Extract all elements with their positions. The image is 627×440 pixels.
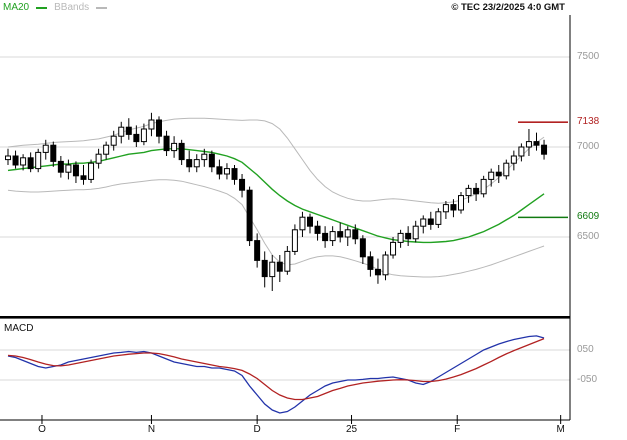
macd-axis-label--050: -050	[577, 374, 598, 385]
candle-body	[412, 225, 419, 240]
candle-body	[518, 146, 525, 157]
candle-body	[208, 153, 215, 168]
candle-body	[254, 240, 261, 261]
candle-body	[5, 155, 11, 161]
candle-body	[12, 155, 19, 166]
candle-body	[420, 218, 427, 227]
candle-body	[337, 231, 344, 238]
x-axis-label-M: M	[556, 424, 565, 435]
macd-line	[7, 335, 545, 414]
candle-body	[156, 119, 162, 137]
candle-body	[458, 195, 464, 211]
candle-body	[216, 166, 223, 175]
candle-body	[95, 153, 102, 164]
candle-body	[35, 151, 42, 170]
candle-body	[125, 126, 132, 135]
bollinger-upper-band	[7, 117, 545, 204]
candle-body	[246, 189, 253, 242]
candle-body	[367, 256, 374, 270]
y-axis-label-6500: 6500	[577, 231, 600, 242]
candle-body	[344, 229, 351, 238]
candle-body	[397, 232, 404, 243]
candle-body	[42, 144, 49, 153]
candle-body	[133, 133, 140, 143]
candle-body	[374, 268, 381, 276]
x-axis-label-N: N	[147, 424, 156, 435]
candle-body	[27, 157, 34, 170]
candle-body	[50, 144, 57, 162]
candle-body	[20, 157, 27, 166]
candle-body	[405, 232, 412, 240]
candle-body	[488, 171, 495, 180]
candle-body	[65, 164, 72, 173]
x-axis-label-O: O	[38, 424, 46, 435]
candle-body	[442, 204, 449, 213]
candle-body	[329, 231, 336, 242]
candle-body	[390, 241, 397, 256]
candle-body	[223, 168, 230, 175]
candle-body	[284, 250, 291, 272]
candle-body	[261, 259, 268, 278]
candle-body	[480, 178, 487, 195]
candle-body	[382, 254, 389, 276]
candle-body	[231, 168, 238, 180]
candle-body	[510, 155, 517, 164]
candle-body	[193, 159, 200, 168]
candle-body	[314, 225, 321, 234]
macd-signal-line	[7, 337, 545, 401]
candle-body	[352, 229, 359, 240]
x-axis-label-D: D	[253, 424, 261, 435]
candle-body	[525, 141, 532, 148]
candle-body	[435, 211, 442, 225]
macd-panel-label: MACD	[4, 323, 34, 334]
bollinger-lower-band	[7, 179, 545, 278]
candle-body	[503, 162, 510, 177]
legend: MA20 BBands	[3, 2, 109, 13]
candle-body	[88, 162, 95, 180]
candle-body	[103, 144, 110, 155]
candle-body	[80, 175, 87, 180]
candle-body	[171, 142, 178, 152]
candle-body	[163, 135, 170, 152]
y-axis-label-7500: 7500	[577, 51, 600, 62]
ma20-line-swatch	[36, 6, 48, 9]
candle-body	[473, 187, 480, 195]
bbands-line-swatch	[96, 6, 108, 9]
candle-body	[299, 216, 306, 231]
candle-body	[118, 126, 125, 137]
candle-body	[450, 204, 457, 211]
x-axis-label-F: F	[454, 424, 461, 435]
candle-body	[239, 178, 246, 191]
copyright-text: © TEC 23/2/2025 4:0 GMT	[451, 2, 565, 13]
legend-ma20[interactable]: MA20	[3, 2, 30, 13]
candle-body	[322, 232, 329, 242]
candle-body	[57, 160, 64, 173]
candle-body	[307, 216, 313, 227]
x-axis-label-25: 25	[345, 424, 358, 435]
legend-bbands[interactable]: BBands	[54, 2, 90, 13]
candle-body	[186, 159, 193, 168]
candle-body	[148, 119, 155, 130]
panel-separator	[0, 316, 570, 319]
candle-body	[465, 187, 472, 197]
candle-body	[276, 261, 283, 272]
candle-body	[291, 229, 298, 252]
candle-body	[110, 135, 117, 146]
candle-body	[359, 238, 366, 258]
candle-body	[178, 142, 185, 161]
candle-body	[72, 164, 79, 177]
y-axis-label-7000: 7000	[577, 141, 600, 152]
candle-body	[140, 128, 147, 143]
candle-body	[269, 261, 276, 278]
candle-body	[427, 218, 434, 225]
support-level-label: 6609	[577, 211, 600, 223]
resistance-level-label: 7138	[577, 116, 600, 128]
candle-body	[541, 144, 548, 155]
macd-axis-label-050: 050	[577, 344, 594, 355]
candle-body	[495, 171, 502, 177]
candle-body	[533, 141, 540, 146]
candle-body	[201, 153, 208, 161]
